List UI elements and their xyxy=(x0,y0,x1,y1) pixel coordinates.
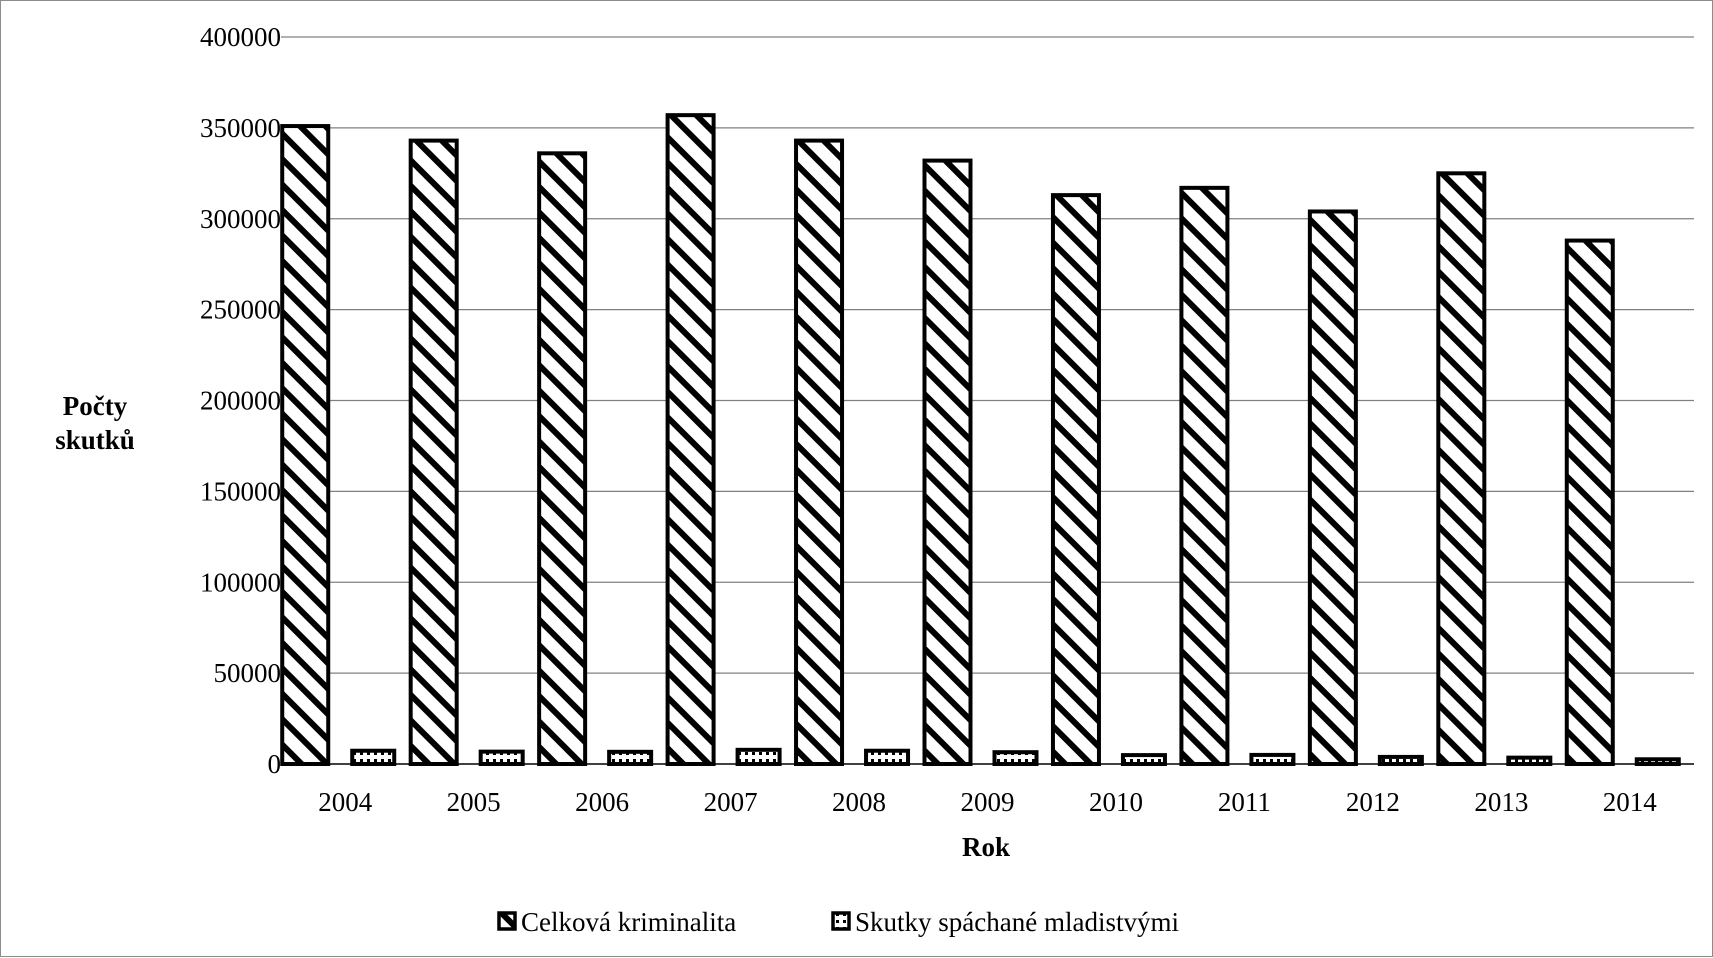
bar-skutky-mladistvymi xyxy=(607,749,654,767)
x-tick-label: 2010 xyxy=(1089,787,1143,817)
legend-swatch xyxy=(497,911,517,931)
y-tick-label: 50000 xyxy=(214,658,282,688)
y-tick-label: 100000 xyxy=(200,567,281,597)
bar-celkova-kriminalita xyxy=(408,138,459,767)
x-tick-label: 2014 xyxy=(1603,787,1658,817)
bar-celkova-kriminalita xyxy=(1564,238,1615,766)
x-tick-label: 2008 xyxy=(832,787,886,817)
bar-celkova-kriminalita xyxy=(794,138,845,767)
y-axis-ticks: 0 50000 100000 150000 200000 250000 300000 3500… xyxy=(200,22,281,779)
x-tick-label: 2004 xyxy=(318,787,373,817)
legend-swatch xyxy=(831,911,851,931)
bar-skutky-mladistvymi xyxy=(478,749,525,766)
y-tick-label: 200000 xyxy=(200,386,281,416)
x-tick-label: 2009 xyxy=(961,787,1015,817)
x-tick-label: 2013 xyxy=(1474,787,1528,817)
bar-skutky-mladistvymi xyxy=(992,750,1039,767)
bars xyxy=(280,113,1681,767)
y-axis-title-line: Počty xyxy=(63,391,128,421)
bar-celkova-kriminalita xyxy=(1050,193,1101,766)
y-tick-label: 300000 xyxy=(200,204,281,234)
y-axis-title-line: skutků xyxy=(55,425,135,455)
y-tick-label: 350000 xyxy=(200,113,281,143)
bar-skutky-mladistvymi xyxy=(1506,755,1553,766)
y-tick-label: 250000 xyxy=(200,295,281,325)
bar-skutky-mladistvymi xyxy=(735,747,782,766)
y-tick-label: 400000 xyxy=(200,22,281,52)
bar-skutky-mladistvymi xyxy=(1377,754,1424,766)
bar-celkova-kriminalita xyxy=(922,158,973,766)
bar-celkova-kriminalita xyxy=(1436,171,1487,766)
x-tick-label: 2011 xyxy=(1218,787,1271,817)
bar-skutky-mladistvymi xyxy=(1634,757,1681,766)
legend-label: Celková kriminalita xyxy=(521,907,736,937)
legend: Celková kriminalita Skutky spáchané mladi… xyxy=(497,907,1179,937)
bar-celkova-kriminalita xyxy=(665,113,716,766)
x-axis-title: Rok xyxy=(962,832,1010,862)
x-tick-label: 2006 xyxy=(575,787,629,817)
y-tick-label: 0 xyxy=(268,749,282,779)
x-tick-label: 2012 xyxy=(1346,787,1400,817)
x-axis-ticks: 2004 2005 2006 2007 2008 2009 2010 2011 2012 2013… xyxy=(318,787,1657,817)
bar-skutky-mladistvymi xyxy=(1120,753,1167,766)
bar-skutky-mladistvymi xyxy=(350,748,397,766)
bar-skutky-mladistvymi xyxy=(864,748,911,766)
x-tick-label: 2005 xyxy=(447,787,501,817)
x-tick-label: 2007 xyxy=(704,787,758,817)
y-axis-title: Počty skutků xyxy=(55,391,135,455)
bar-skutky-mladistvymi xyxy=(1249,752,1296,766)
bar-celkova-kriminalita xyxy=(1179,185,1230,767)
legend-label: Skutky spáchané mladistvými xyxy=(855,907,1179,937)
grid-lines xyxy=(281,36,1694,765)
bar-celkova-kriminalita xyxy=(280,124,331,767)
bar-celkova-kriminalita xyxy=(537,151,588,766)
y-tick-label: 150000 xyxy=(200,476,281,506)
bar-celkova-kriminalita xyxy=(1307,209,1358,767)
